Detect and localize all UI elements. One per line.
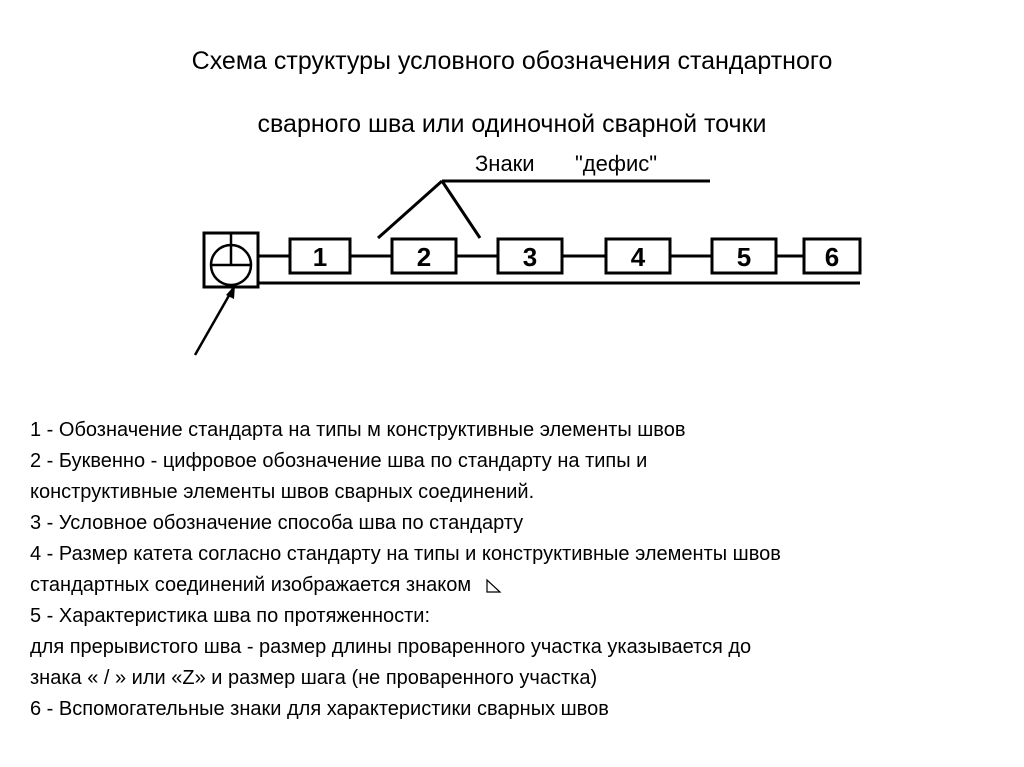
- box-3: 3: [498, 239, 562, 273]
- box-1: 1: [290, 239, 350, 273]
- leader-left: [378, 181, 442, 238]
- box-6: 6: [804, 239, 860, 273]
- legend-3: 3 - Условное обозначение способа шва по …: [30, 508, 994, 539]
- box-5: 5: [712, 239, 776, 273]
- box-4: 4: [606, 239, 670, 273]
- legend-1: 1 - Обозначение стандарта на типы м конс…: [30, 415, 994, 446]
- legend-2: 2 - Буквенно - цифровое обозначение шва …: [30, 446, 994, 477]
- legend-5: 5 - Характеристика шва по протяженности:: [30, 601, 994, 632]
- annotation-defis: "дефис": [575, 151, 657, 177]
- svg-text:6: 6: [825, 242, 839, 272]
- page-title: Схема структуры условного обозначения ст…: [30, 30, 994, 155]
- legend-4: 4 - Размер катета согласно стандарту на …: [30, 539, 994, 570]
- legend-5b: для прерывистого шва - размер длины пров…: [30, 632, 994, 663]
- annotation-znaki: Знаки: [475, 151, 535, 177]
- box-2: 2: [392, 239, 456, 273]
- svg-text:2: 2: [417, 242, 431, 272]
- legend-6: 6 - Вспомогательные знаки для характерис…: [30, 694, 994, 725]
- svg-text:1: 1: [313, 242, 327, 272]
- legend-2b: конструктивные элементы швов сварных сое…: [30, 477, 994, 508]
- svg-text:3: 3: [523, 242, 537, 272]
- title-line-1: Схема структуры условного обозначения ст…: [30, 30, 994, 93]
- title-line-2: сварного шва или одиночной сварной точки: [30, 93, 994, 156]
- leader-right: [442, 181, 480, 238]
- diagram-container: 1 2 3 4 5 6 Знаки "дефис": [30, 175, 994, 375]
- svg-text:4: 4: [631, 242, 646, 272]
- legend-5c: знака « / » или «Z» и размер шага (не пр…: [30, 663, 994, 694]
- legend-4b: стандартных соединений изображается знак…: [30, 570, 994, 601]
- triangle-icon: [485, 578, 503, 594]
- diagram-svg: 1 2 3 4 5 6: [30, 175, 994, 375]
- svg-text:5: 5: [737, 242, 751, 272]
- legend: 1 - Обозначение стандарта на типы м конс…: [30, 415, 994, 725]
